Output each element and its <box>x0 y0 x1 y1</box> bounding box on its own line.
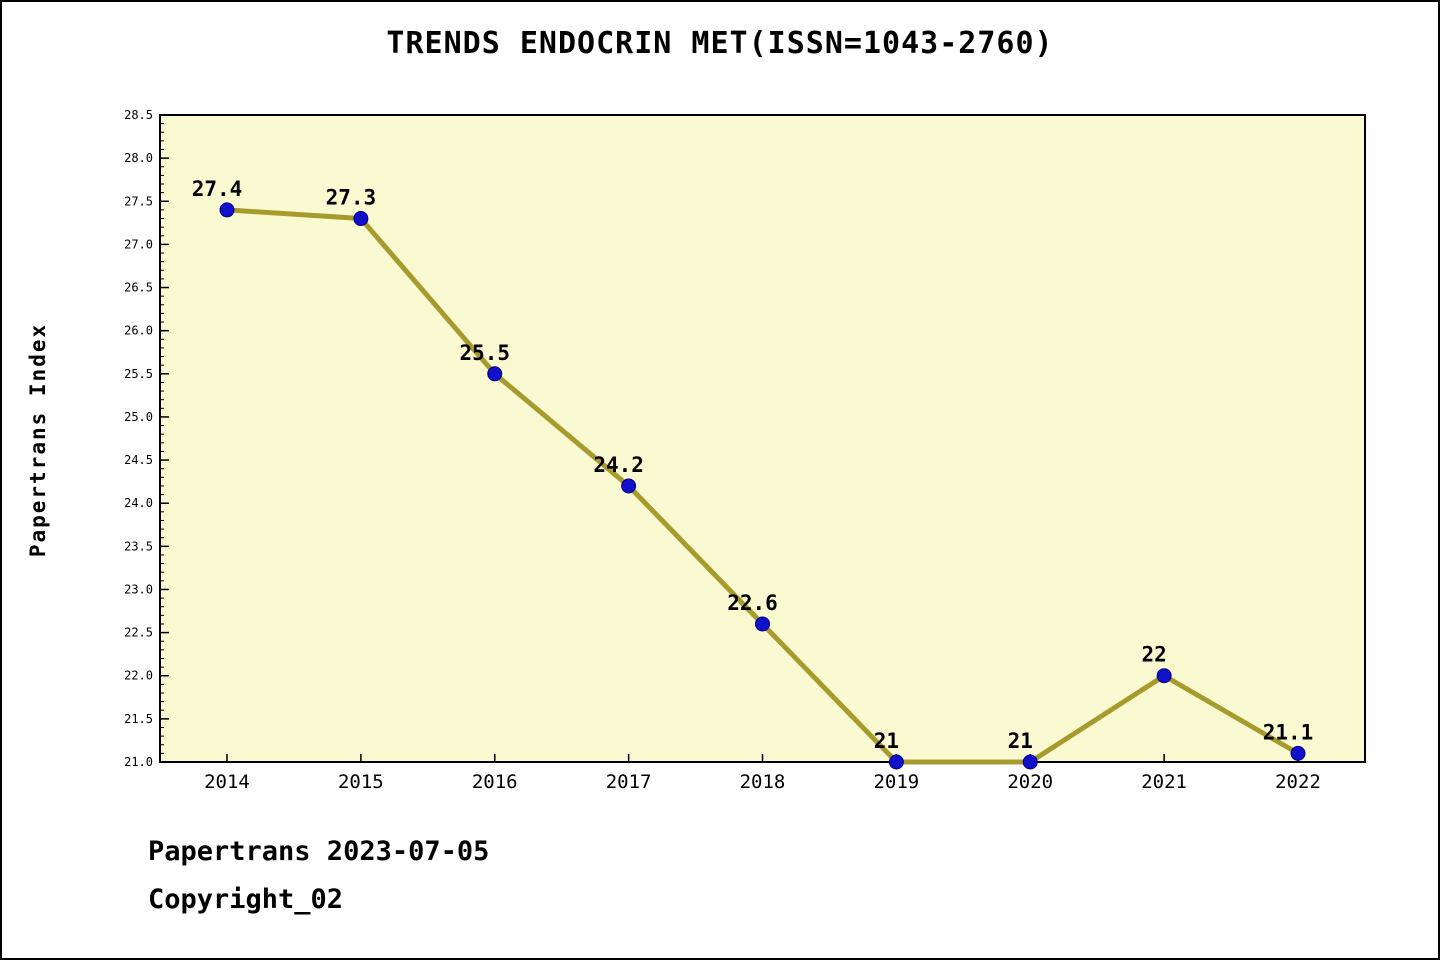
svg-text:21.5: 21.5 <box>124 712 153 726</box>
svg-text:2016: 2016 <box>472 771 518 793</box>
svg-text:27.4: 27.4 <box>192 177 243 201</box>
footer-source-date: Papertrans 2023-07-05 <box>148 836 490 867</box>
svg-text:27.5: 27.5 <box>124 194 153 208</box>
svg-text:26.5: 26.5 <box>124 281 153 295</box>
svg-text:24.2: 24.2 <box>593 453 644 477</box>
svg-text:2014: 2014 <box>204 771 250 793</box>
svg-text:21: 21 <box>874 729 899 753</box>
svg-text:2018: 2018 <box>740 771 786 793</box>
svg-text:22.5: 22.5 <box>124 626 153 640</box>
svg-text:2019: 2019 <box>873 771 919 793</box>
svg-text:22: 22 <box>1141 643 1166 667</box>
svg-text:2021: 2021 <box>1141 771 1187 793</box>
svg-text:25.5: 25.5 <box>459 341 510 365</box>
svg-text:2017: 2017 <box>606 771 652 793</box>
chart-title: TRENDS ENDOCRIN MET(ISSN=1043-2760) <box>386 26 1054 61</box>
svg-text:24.5: 24.5 <box>124 453 153 467</box>
footer-copyright: Copyright_02 <box>148 884 344 915</box>
svg-text:21.0: 21.0 <box>124 755 153 769</box>
svg-text:28.0: 28.0 <box>124 151 153 165</box>
svg-text:26.0: 26.0 <box>124 324 153 338</box>
svg-text:21.1: 21.1 <box>1263 720 1314 744</box>
svg-text:2022: 2022 <box>1275 771 1321 793</box>
svg-text:27.0: 27.0 <box>124 237 153 251</box>
svg-text:2015: 2015 <box>338 771 384 793</box>
svg-text:23.5: 23.5 <box>124 539 153 553</box>
svg-text:21: 21 <box>1008 729 1033 753</box>
svg-text:25.5: 25.5 <box>124 367 153 381</box>
svg-text:22.0: 22.0 <box>124 669 153 683</box>
svg-text:28.5: 28.5 <box>124 108 153 122</box>
svg-text:25.0: 25.0 <box>124 410 153 424</box>
svg-text:23.0: 23.0 <box>124 582 153 596</box>
svg-text:24.0: 24.0 <box>124 496 153 510</box>
svg-text:27.3: 27.3 <box>326 186 377 210</box>
svg-text:2020: 2020 <box>1007 771 1053 793</box>
svg-text:22.6: 22.6 <box>727 591 778 615</box>
